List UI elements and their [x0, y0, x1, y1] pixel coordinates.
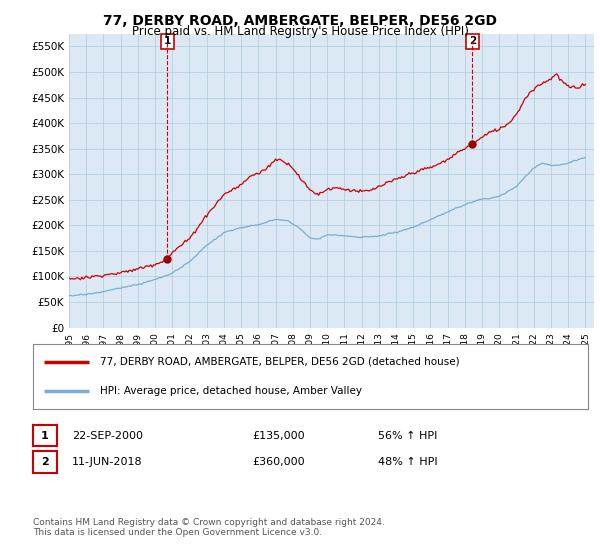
Text: 56% ↑ HPI: 56% ↑ HPI [378, 431, 437, 441]
Text: 22-SEP-2000: 22-SEP-2000 [72, 431, 143, 441]
Text: 1: 1 [41, 431, 49, 441]
Text: £360,000: £360,000 [252, 457, 305, 467]
Text: 77, DERBY ROAD, AMBERGATE, BELPER, DE56 2GD (detached house): 77, DERBY ROAD, AMBERGATE, BELPER, DE56 … [100, 357, 459, 367]
Text: 77, DERBY ROAD, AMBERGATE, BELPER, DE56 2GD: 77, DERBY ROAD, AMBERGATE, BELPER, DE56 … [103, 14, 497, 28]
Text: Contains HM Land Registry data © Crown copyright and database right 2024.
This d: Contains HM Land Registry data © Crown c… [33, 518, 385, 538]
Text: 2: 2 [41, 457, 49, 467]
Text: HPI: Average price, detached house, Amber Valley: HPI: Average price, detached house, Ambe… [100, 386, 362, 396]
Text: 2: 2 [469, 36, 476, 46]
Text: 48% ↑ HPI: 48% ↑ HPI [378, 457, 437, 467]
Text: 11-JUN-2018: 11-JUN-2018 [72, 457, 143, 467]
Text: Price paid vs. HM Land Registry's House Price Index (HPI): Price paid vs. HM Land Registry's House … [131, 25, 469, 38]
Text: 1: 1 [164, 36, 171, 46]
Text: £135,000: £135,000 [252, 431, 305, 441]
